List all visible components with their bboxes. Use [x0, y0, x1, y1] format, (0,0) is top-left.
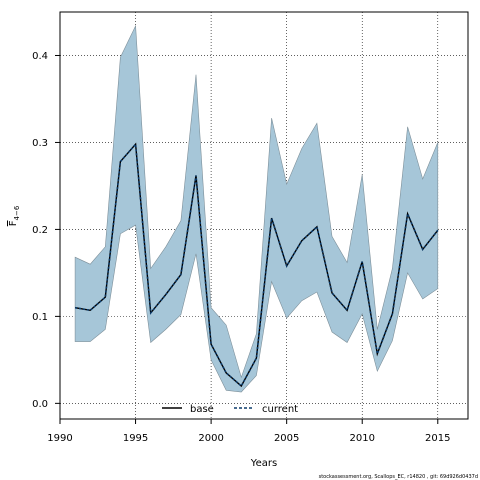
y-tick-label: 0.1	[32, 312, 48, 323]
y-ticks: 0.0 0.1 0.2 0.3 0.4	[32, 51, 60, 410]
credit-text: stockassessment.org, Scallops_EC, r14820…	[319, 474, 478, 480]
legend-current-label: current	[262, 404, 298, 415]
y-tick-label: 0.4	[32, 51, 48, 62]
y-axis-label-main: F	[8, 220, 19, 226]
x-ticks: 1990 1995 2000 2005 2010 2015	[47, 419, 451, 444]
x-tick-label: 1995	[123, 433, 148, 444]
x-axis-label: Years	[250, 458, 277, 469]
x-tick-label: 2000	[198, 433, 223, 444]
y-tick-label: 0.0	[32, 399, 48, 410]
y-axis-label-sub: 4−6	[13, 205, 21, 220]
legend: base current	[162, 404, 298, 415]
plot-frame	[59, 11, 469, 420]
confidence-band	[74, 24, 439, 393]
x-tick-label: 1990	[47, 433, 72, 444]
svg-text:F4−6: F4−6	[8, 205, 21, 226]
series-line-base	[74, 142, 439, 388]
legend-base-label: base	[190, 404, 214, 415]
x-tick-label: 2010	[349, 433, 374, 444]
x-tick-label: 2005	[274, 433, 299, 444]
x-tick-label: 2015	[425, 433, 450, 444]
y-tick-label: 0.2	[32, 225, 48, 236]
y-tick-label: 0.3	[32, 138, 48, 149]
series-layer	[74, 142, 439, 388]
y-axis-label: F4−6	[8, 205, 21, 226]
